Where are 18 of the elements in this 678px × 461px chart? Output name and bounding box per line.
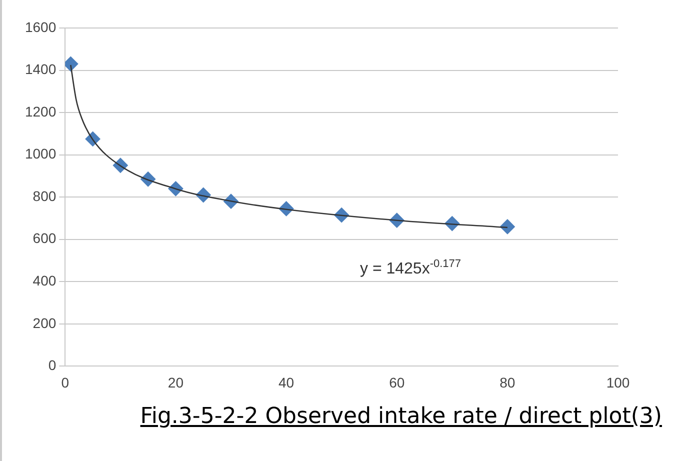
y-tick-label: 400 (32, 272, 56, 289)
x-tick-label: 40 (278, 374, 294, 390)
x-tick-label: 100 (606, 374, 630, 390)
y-tick-label: 800 (32, 188, 56, 204)
annotation: y = 1425x$^{-0.177}$ (360, 258, 462, 278)
y-tick-label: 200 (32, 314, 56, 331)
y-tick-label: 1200 (24, 103, 56, 120)
y-tick-label: 1600 (24, 18, 56, 35)
caption: Fig.3-5-2-2 Observed intake rate / direct plot(3) (139, 404, 662, 429)
y-tick-label: 600 (32, 230, 56, 246)
y-tick-label: 1000 (24, 146, 56, 162)
y-tick-label: 0 (48, 357, 56, 374)
x-tick-label: 0 (61, 374, 70, 390)
point (500, 219, 515, 234)
y-tick-label: 1400 (24, 61, 56, 78)
x-tick-label: 80 (500, 374, 516, 390)
x-tick-label: 20 (168, 374, 184, 390)
x-tick-label: 60 (389, 374, 405, 390)
